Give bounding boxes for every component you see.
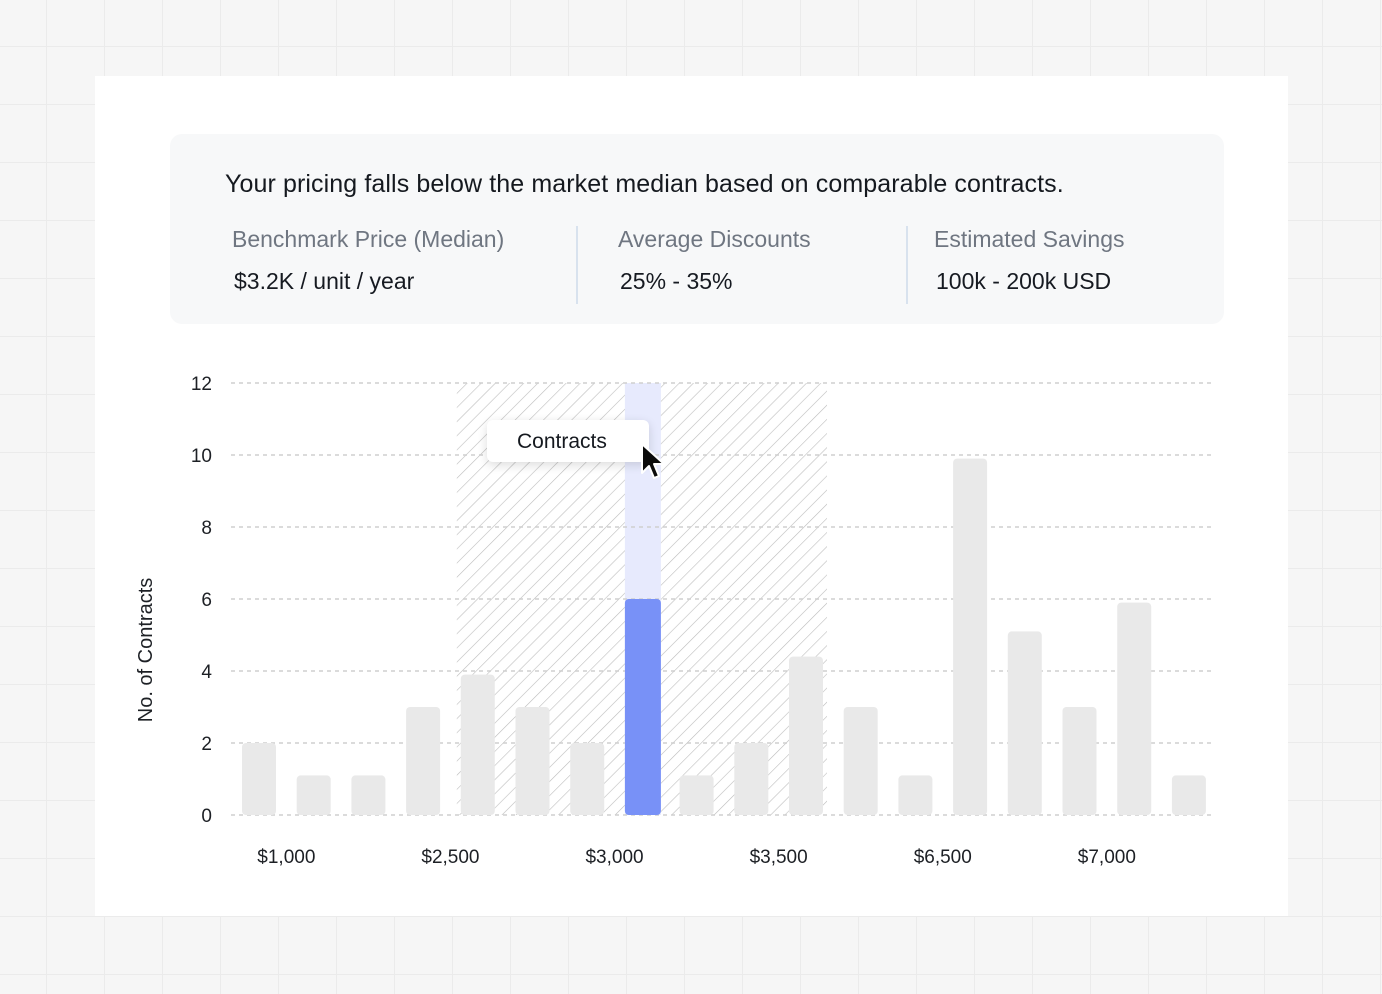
bar bbox=[1171, 775, 1206, 815]
x-tick-label: $3,500 bbox=[750, 847, 808, 868]
bar bbox=[898, 775, 933, 815]
bar-tooltip: Contracts bbox=[487, 420, 649, 462]
y-tick-label: 6 bbox=[201, 590, 212, 611]
bar bbox=[460, 674, 495, 815]
y-tick-label: 4 bbox=[201, 662, 212, 683]
summary-headline: Your pricing falls below the market medi… bbox=[225, 170, 1064, 198]
x-tick-label: $6,500 bbox=[914, 847, 972, 868]
contracts-histogram: 0 2 4 6 8 10 12 $1,000 $2,500 $3,000 $3,500 $6,500… bbox=[135, 374, 1215, 868]
tooltip-label: Contracts bbox=[517, 430, 607, 453]
metric-label: Estimated Savings bbox=[934, 226, 1125, 252]
bar bbox=[1062, 707, 1097, 815]
metric-value: 25% - 35% bbox=[620, 268, 733, 294]
y-tick-label: 8 bbox=[201, 518, 212, 539]
y-tick-label: 10 bbox=[191, 446, 212, 467]
bar bbox=[843, 707, 878, 815]
bar bbox=[242, 743, 276, 815]
metric-label: Average Discounts bbox=[618, 226, 811, 252]
highlighted-bar bbox=[624, 599, 661, 815]
bar bbox=[515, 707, 550, 815]
bar bbox=[570, 743, 605, 815]
metric-label: Benchmark Price (Median) bbox=[232, 226, 505, 252]
metric-value: $3.2K / unit / year bbox=[234, 268, 415, 294]
y-tick-label: 12 bbox=[191, 374, 212, 395]
bar bbox=[953, 458, 988, 815]
metric-divider bbox=[576, 226, 578, 304]
x-tick-label: $2,500 bbox=[421, 847, 479, 868]
bar bbox=[734, 743, 769, 815]
x-tick-label: $3,000 bbox=[585, 847, 643, 868]
benchmark-card: Your pricing falls below the market medi… bbox=[95, 76, 1288, 916]
x-tick-label: $7,000 bbox=[1078, 847, 1136, 868]
bar bbox=[351, 775, 386, 815]
bar bbox=[296, 775, 331, 815]
bar bbox=[679, 775, 714, 815]
mouse-pointer-icon bbox=[641, 443, 665, 479]
metric-divider bbox=[906, 226, 908, 304]
bar bbox=[406, 707, 441, 815]
metric-value: 100k - 200k USD bbox=[936, 268, 1112, 294]
x-tick-label: $1,000 bbox=[257, 847, 315, 868]
y-axis-label: No. of Contracts bbox=[135, 578, 157, 723]
y-tick-label: 2 bbox=[201, 734, 212, 755]
bar bbox=[1117, 602, 1152, 815]
bar bbox=[1007, 631, 1042, 815]
y-tick-label: 0 bbox=[201, 806, 212, 827]
summary-panel: Your pricing falls below the market medi… bbox=[170, 134, 1224, 324]
bar bbox=[789, 656, 823, 815]
